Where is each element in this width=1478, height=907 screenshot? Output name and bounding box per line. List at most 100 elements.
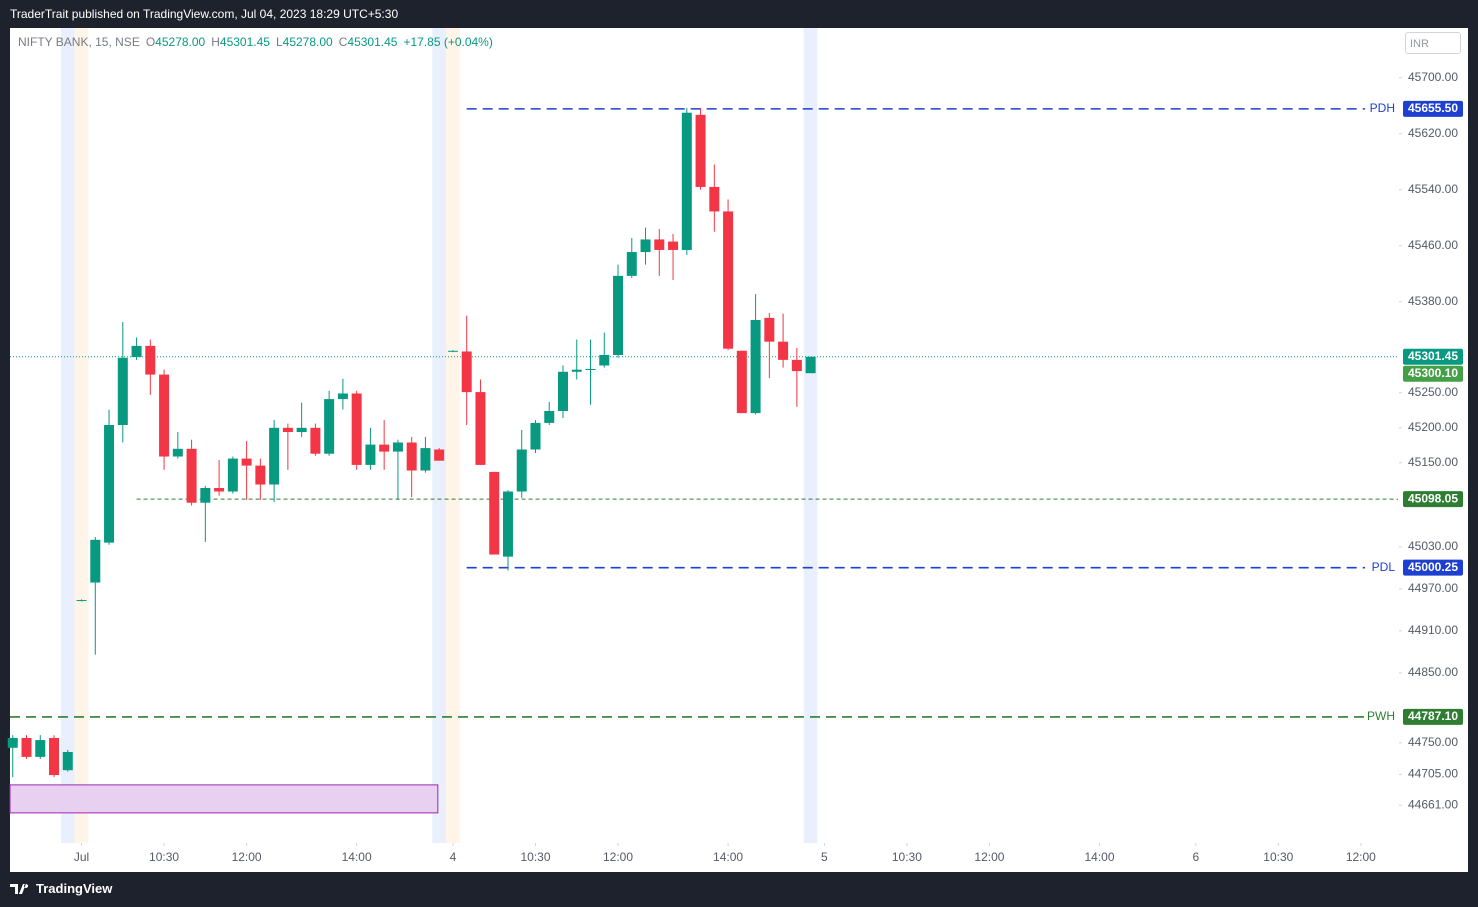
candle-body — [447, 350, 458, 352]
ohlc-value: 45278.00 — [282, 35, 333, 49]
y-tick-label: 45700.00 — [1408, 70, 1458, 84]
x-tick-label: 12:00 — [1346, 850, 1376, 864]
level-name: PDH — [1370, 101, 1395, 115]
candle-body — [117, 357, 128, 425]
x-tick-label: 12:00 — [232, 850, 262, 864]
candle-body — [49, 737, 60, 776]
candle-body — [337, 393, 348, 400]
chart-background — [10, 28, 1468, 872]
price-label-bg — [1403, 491, 1463, 508]
price-label-bg — [1403, 100, 1463, 117]
candle-body — [723, 211, 734, 349]
candle-body — [186, 448, 197, 503]
candle-body — [475, 392, 486, 465]
candle-body — [461, 351, 472, 393]
price-label: 45098.05 — [1408, 491, 1458, 505]
ohlc-key: L — [275, 35, 283, 49]
candle-body — [406, 442, 417, 471]
candle-body — [778, 341, 789, 360]
candle-body — [489, 471, 500, 555]
y-tick-label: 44705.00 — [1408, 767, 1458, 781]
y-tick-label: 44850.00 — [1408, 665, 1458, 679]
x-tick-label: 14:00 — [1084, 850, 1114, 864]
candle-body — [172, 448, 183, 457]
candle-body — [709, 186, 720, 212]
candle-body — [599, 354, 610, 366]
candle-body — [668, 241, 679, 250]
currency[interactable]: INR — [1405, 32, 1461, 54]
candle-body — [379, 444, 390, 452]
x-tick-label: 12:00 — [603, 850, 633, 864]
candle-body — [269, 427, 280, 485]
x-tick-label: 5 — [821, 850, 828, 864]
brand-logo — [10, 883, 29, 894]
symbol-legend: NIFTY BANK, 15, NSE O45278.00 H45301.45 L45… — [18, 35, 499, 49]
ohlc-value: 45301.45 — [347, 35, 398, 49]
x-tick-label: 14:00 — [713, 850, 743, 864]
candle-body — [420, 448, 431, 471]
session-band — [74, 28, 89, 843]
candle-body — [557, 371, 568, 411]
candle-body — [131, 345, 142, 358]
x-tick-label: 6 — [1192, 850, 1199, 864]
y-tick-label: 45200.00 — [1408, 420, 1458, 434]
ohlc-key: H — [211, 35, 220, 49]
y-tick-label: 44910.00 — [1408, 623, 1458, 637]
y-tick-label: 45540.00 — [1408, 182, 1458, 196]
candle-body — [805, 356, 816, 374]
candle-body — [214, 488, 225, 492]
candle-body — [310, 427, 321, 454]
candle-body — [764, 317, 775, 342]
price-label: 45301.45 — [1408, 349, 1458, 363]
price-label: 45300.10 — [1408, 366, 1458, 380]
ohlc-value: 45301.45 — [219, 35, 270, 49]
session-band — [432, 28, 447, 843]
candle-body — [640, 239, 651, 253]
symbol: NIFTY BANK, 15, NSE — [18, 35, 140, 49]
candle-body — [530, 422, 541, 450]
candle-body — [502, 491, 513, 557]
ohlc-value: 45278.00 — [155, 35, 206, 49]
session-band — [446, 28, 460, 843]
candle-body — [241, 458, 252, 466]
candle-body — [736, 350, 747, 414]
candle-body — [434, 449, 445, 461]
brand: TradingView — [10, 881, 112, 896]
candle-body — [296, 427, 307, 432]
candle-body — [791, 359, 802, 372]
level-name: PWH — [1367, 709, 1395, 723]
session-band — [803, 28, 818, 843]
candle-body — [255, 465, 266, 485]
y-tick-label: 45460.00 — [1408, 238, 1458, 252]
candle-body — [76, 600, 87, 602]
y-tick-label: 45150.00 — [1408, 455, 1458, 469]
candle-body — [613, 275, 624, 355]
candle-body — [544, 410, 555, 423]
candle-body — [7, 737, 18, 748]
session-band — [60, 28, 75, 843]
x-tick-label: 10:30 — [892, 850, 922, 864]
candle-body — [21, 737, 32, 757]
candle-body — [35, 740, 46, 757]
price-label: 45000.25 — [1408, 560, 1458, 574]
candle-body — [681, 112, 692, 250]
y-tick-label: 44661.00 — [1408, 797, 1458, 811]
zone — [9, 784, 439, 814]
candle-body — [104, 424, 115, 543]
candle-body — [90, 539, 101, 583]
price-label: 44787.10 — [1408, 709, 1458, 723]
ohlc-key: O — [145, 35, 156, 49]
y-tick-label: 45030.00 — [1408, 539, 1458, 553]
candle-body — [571, 369, 582, 372]
candle-body — [227, 458, 238, 492]
candle-body — [324, 399, 335, 454]
change: +17.85 (+0.04%) — [403, 35, 493, 49]
x-tick-label: 10:30 — [1263, 850, 1293, 864]
candle-body — [750, 319, 761, 414]
x-tick-label: 4 — [450, 850, 457, 864]
price-label-bg — [1403, 365, 1463, 382]
price-label-bg — [1403, 708, 1463, 725]
candle-body — [159, 374, 170, 457]
y-tick-label: 45250.00 — [1408, 385, 1458, 399]
